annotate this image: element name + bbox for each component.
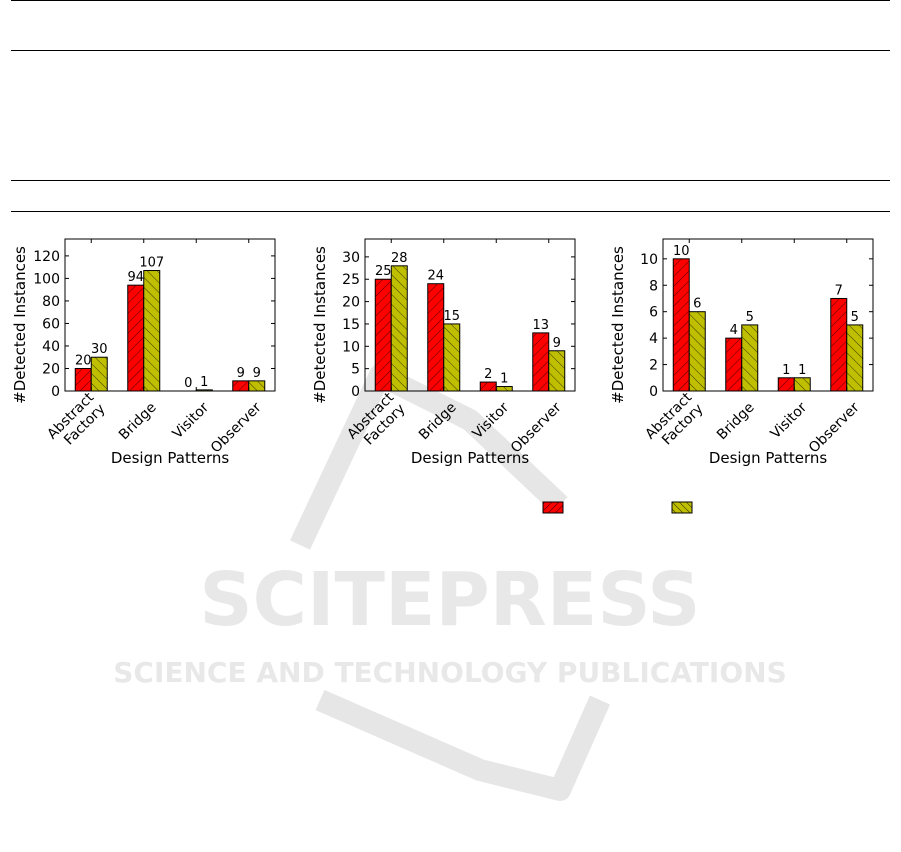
legend-swatch-series-b <box>671 501 693 514</box>
x-tick-label: Visitor <box>470 399 513 442</box>
y-tick-label: 40 <box>42 339 60 355</box>
y-tick-label: 20 <box>342 295 360 311</box>
data-label: 5 <box>851 310 859 325</box>
chart-panel-2: 0510152025302528AbstractFactory2415Bridg… <box>311 238 576 467</box>
bar-series-b <box>390 265 408 392</box>
y-tick-label: 25 <box>342 272 360 288</box>
y-tick-label: 30 <box>342 250 360 266</box>
x-tick-label: Observer <box>208 399 265 456</box>
y-tick-label: 6 <box>649 305 658 321</box>
data-label: 10 <box>673 244 690 259</box>
data-label: 20 <box>75 353 92 368</box>
bar-series-b <box>495 386 513 392</box>
x-axis-label: Design Patterns <box>411 449 530 467</box>
bar-series-a <box>374 278 392 392</box>
data-label: 30 <box>91 342 108 357</box>
y-tick-label: 20 <box>42 361 60 377</box>
data-label: 9 <box>237 366 245 381</box>
y-tick-label: 120 <box>33 249 60 265</box>
bar-series-a <box>479 381 497 392</box>
y-tick-label: 15 <box>342 317 360 333</box>
watermark-base-shape <box>315 689 611 801</box>
bar-series-a <box>777 377 795 392</box>
data-label: 7 <box>835 283 843 298</box>
y-axis-label: #Detected Instances <box>11 246 29 404</box>
bar-series-b <box>548 350 566 392</box>
data-label: 1 <box>798 363 806 378</box>
watermark-main-text: SCITEPRESS <box>199 557 700 643</box>
x-axis-label: Design Patterns <box>111 449 230 467</box>
x-tick-label: Bridge <box>416 400 460 444</box>
data-label: 1 <box>782 363 790 378</box>
bar-series-a <box>532 332 550 392</box>
bar-series-a <box>74 367 92 392</box>
bar-series-b <box>443 323 461 392</box>
x-tick-label: Observer <box>508 399 565 456</box>
bar-series-b <box>846 324 864 392</box>
data-label: 28 <box>391 251 408 266</box>
bar-series-b <box>793 377 811 392</box>
watermark-sub-text: SCIENCE AND TECHNOLOGY PUBLICATIONS <box>113 656 787 689</box>
bar-series-a <box>232 380 250 392</box>
y-tick-label: 60 <box>42 316 60 332</box>
plot-frame <box>662 238 874 392</box>
data-label: 6 <box>693 297 701 312</box>
y-axis-label: #Detected Instances <box>311 246 329 404</box>
x-tick-label: Visitor <box>768 399 811 442</box>
x-tick-label: Observer <box>806 399 863 456</box>
data-label: 2 <box>484 367 492 382</box>
legend <box>542 501 693 514</box>
bar-series-b <box>143 270 161 392</box>
table-rule-bottom <box>11 211 890 212</box>
plot-frame <box>64 238 276 392</box>
table-rule-mid <box>11 180 890 181</box>
data-label: 9 <box>253 366 261 381</box>
data-label: 0 <box>184 376 192 391</box>
y-tick-label: 0 <box>51 384 60 400</box>
data-label: 5 <box>746 310 754 325</box>
data-label: 107 <box>139 256 164 271</box>
x-tick-label: Bridge <box>116 400 160 444</box>
legend-swatch-series-a <box>542 501 564 514</box>
bar-series-b <box>248 380 266 392</box>
y-tick-label: 0 <box>649 384 658 400</box>
data-label: 1 <box>200 375 208 390</box>
y-axis-label: #Detected Instances <box>609 246 627 404</box>
bar-series-b <box>688 311 706 392</box>
data-label: 13 <box>532 318 549 333</box>
plot-frame <box>364 238 576 392</box>
y-tick-label: 10 <box>640 252 658 268</box>
data-label: 9 <box>553 336 561 351</box>
y-tick-label: 2 <box>649 358 658 374</box>
x-tick-label: Visitor <box>170 399 213 442</box>
y-tick-label: 100 <box>33 271 60 287</box>
chart-panel-1: 0204060801001202030AbstractFactory94107B… <box>11 238 276 467</box>
table-rule-top <box>11 0 890 1</box>
data-label: 24 <box>427 269 444 284</box>
bar-series-a <box>672 258 690 392</box>
data-label: 1 <box>500 372 508 387</box>
table-rule-header <box>11 50 890 51</box>
data-label: 15 <box>443 309 460 324</box>
bar-series-b <box>741 324 759 392</box>
bar-series-a <box>427 283 445 392</box>
y-tick-label: 80 <box>42 294 60 310</box>
y-tick-label: 8 <box>649 278 658 294</box>
x-tick-label: Bridge <box>714 400 758 444</box>
bar-series-b <box>90 356 108 392</box>
data-label: 25 <box>375 264 392 279</box>
y-tick-label: 10 <box>342 339 360 355</box>
x-axis-label: Design Patterns <box>709 449 828 467</box>
y-tick-label: 0 <box>351 384 360 400</box>
bar-series-a <box>127 284 145 392</box>
y-tick-label: 5 <box>351 362 360 378</box>
y-tick-label: 4 <box>649 331 658 347</box>
data-label: 94 <box>127 270 144 285</box>
bar-series-a <box>725 337 743 392</box>
bar-series-a <box>830 297 848 392</box>
watermark-roof-shape <box>290 364 568 550</box>
data-label: 4 <box>730 323 738 338</box>
